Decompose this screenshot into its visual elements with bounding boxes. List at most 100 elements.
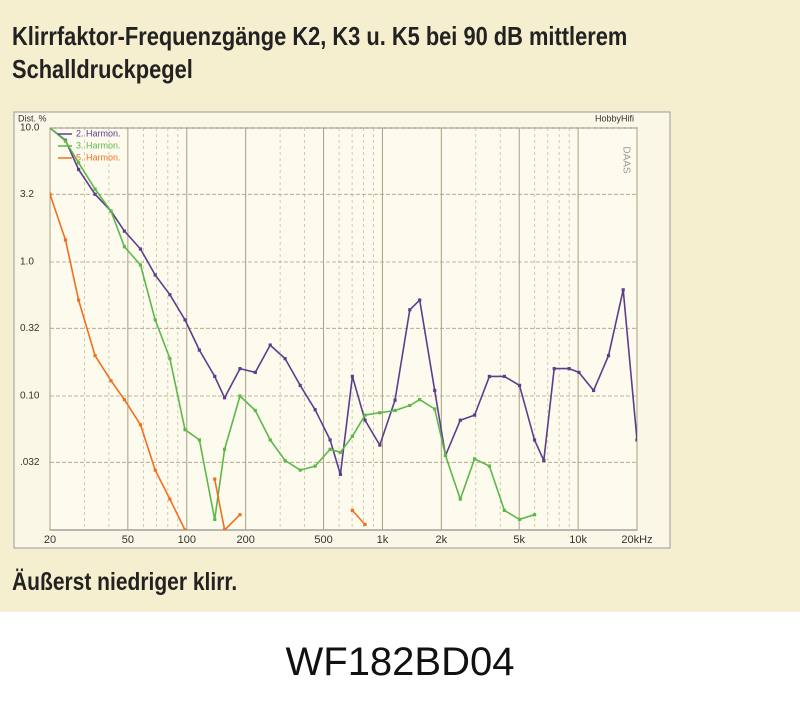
- chart: Dist. % HobbyHifi DAAS 20 50 100 200 500 1k 2k…: [13, 111, 671, 549]
- point: [268, 343, 272, 347]
- point: [238, 394, 242, 398]
- point: [283, 458, 287, 463]
- point: [363, 413, 367, 417]
- point: [122, 229, 126, 233]
- point: [577, 370, 581, 375]
- point: [153, 468, 157, 472]
- y-tick-label: 1.0: [20, 257, 34, 268]
- point: [76, 161, 81, 165]
- point: [63, 139, 68, 143]
- point: [213, 477, 217, 481]
- point: [433, 388, 437, 393]
- point: [213, 517, 217, 521]
- point: [76, 167, 81, 172]
- point: [253, 408, 257, 413]
- point: [109, 209, 113, 213]
- point: [109, 379, 113, 383]
- x-tick-label: 1k: [377, 534, 389, 546]
- point: [283, 357, 287, 361]
- point: [222, 528, 227, 530]
- point: [350, 508, 354, 513]
- point: [458, 497, 462, 501]
- point: [183, 318, 187, 322]
- point: [502, 508, 506, 513]
- legend-label: 2. Harmon.: [76, 128, 121, 138]
- point: [418, 298, 422, 302]
- point: [93, 354, 97, 358]
- point: [606, 354, 611, 358]
- point: [298, 468, 302, 472]
- x-tick-label: 20kHz: [621, 534, 652, 546]
- point: [458, 418, 462, 422]
- point: [350, 434, 354, 438]
- point: [298, 383, 302, 387]
- x-tick-label: 200: [236, 534, 254, 546]
- point: [138, 263, 143, 267]
- x-tick-label: 100: [178, 534, 196, 546]
- point: [153, 318, 157, 322]
- point: [122, 398, 126, 402]
- point: [408, 403, 412, 408]
- point: [238, 513, 242, 517]
- point: [517, 517, 522, 521]
- point: [532, 513, 537, 517]
- product-code: WF182BD04: [285, 640, 515, 684]
- point: [350, 374, 354, 379]
- point: [253, 370, 257, 375]
- point: [567, 367, 571, 371]
- point: [473, 457, 477, 461]
- point: [517, 383, 522, 387]
- point: [122, 245, 126, 249]
- point: [433, 407, 437, 411]
- point: [313, 408, 317, 412]
- point: [268, 438, 272, 442]
- x-tick-label: 10k: [569, 534, 587, 546]
- point: [183, 528, 187, 530]
- y-tick-label: 3.2: [20, 189, 34, 200]
- x-tick-label: 500: [314, 534, 332, 546]
- point: [393, 398, 397, 402]
- point: [168, 293, 172, 297]
- point: [238, 367, 242, 371]
- point: [487, 374, 491, 379]
- point: [408, 308, 412, 312]
- point: [502, 374, 506, 379]
- point: [50, 128, 52, 130]
- point: [591, 388, 596, 393]
- point: [338, 472, 343, 476]
- point: [138, 247, 143, 251]
- y-tick-label: 10.0: [20, 123, 40, 134]
- x-tick-label: 50: [122, 534, 134, 546]
- x-tick-label: 2k: [436, 534, 448, 546]
- point: [338, 450, 343, 454]
- plot-area: [49, 127, 638, 531]
- y-tick-label: .032: [20, 457, 40, 468]
- point: [197, 348, 201, 352]
- caption: Äußerst niedriger klirr.: [12, 568, 238, 596]
- point: [443, 453, 448, 458]
- point: [542, 458, 546, 463]
- point: [418, 398, 422, 402]
- point: [313, 464, 317, 468]
- point: [328, 438, 332, 442]
- point: [213, 374, 217, 379]
- point: [378, 411, 382, 415]
- point: [168, 497, 172, 501]
- point: [76, 298, 81, 302]
- point: [328, 447, 332, 451]
- point: [197, 438, 201, 442]
- y-tick-label: 0.32: [20, 323, 40, 334]
- brand: HobbyHifi: [595, 113, 634, 123]
- chart-title: Klirrfaktor-Frequenzgänge K2, K3 u. K5 b…: [12, 21, 628, 84]
- point: [363, 418, 367, 422]
- legend-label: 3. Harmon.: [76, 140, 121, 150]
- x-tick-label: 20: [44, 534, 56, 546]
- series-line: [50, 194, 366, 530]
- legend-label: 5. Harmon.: [76, 152, 121, 162]
- point: [153, 273, 157, 277]
- watermark: DAAS: [620, 146, 631, 174]
- point: [168, 357, 172, 361]
- point: [621, 288, 625, 292]
- point: [487, 464, 491, 468]
